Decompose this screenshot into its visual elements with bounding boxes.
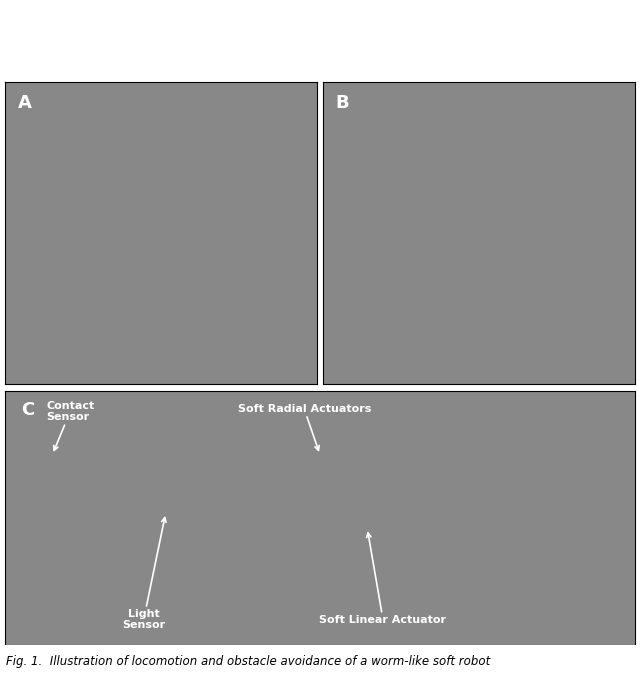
Text: Fig. 1.  Illustration of locomotion and obstacle avoidance of a worm-like soft r: Fig. 1. Illustration of locomotion and o…	[6, 655, 491, 668]
Text: A: A	[18, 94, 31, 112]
Text: Contact
Sensor: Contact Sensor	[46, 401, 94, 450]
Text: Light
Sensor: Light Sensor	[122, 518, 166, 630]
Text: Soft Linear Actuator: Soft Linear Actuator	[319, 533, 447, 625]
Text: B: B	[335, 94, 349, 112]
Text: C: C	[21, 402, 34, 419]
Text: Soft Radial Actuators: Soft Radial Actuators	[237, 404, 371, 450]
